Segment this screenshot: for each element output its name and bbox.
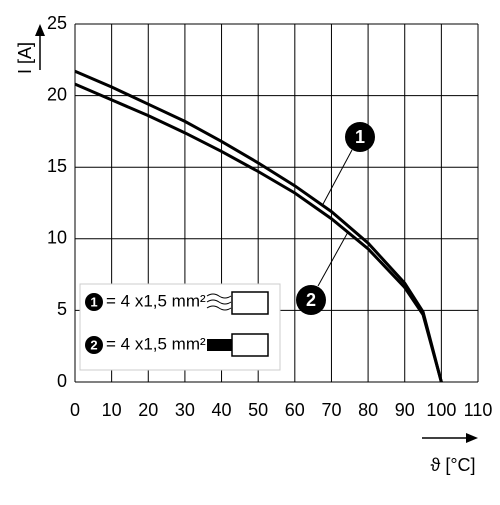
callout-text: 2 [306, 290, 316, 310]
legend-badge [85, 336, 103, 354]
y-tick-label: 10 [47, 228, 67, 248]
legend-badge-text: 1 [90, 294, 97, 309]
x-axis-label: ϑ [°C] [430, 455, 475, 475]
wire-strands [206, 293, 232, 311]
y-tick-label: 20 [47, 84, 67, 104]
x-tick-label: 60 [285, 400, 305, 420]
x-tick-label: 70 [321, 400, 341, 420]
callouts: 1 2 [296, 122, 375, 315]
x-tick-label: 80 [358, 400, 378, 420]
y-tick-label: 0 [57, 371, 67, 391]
legend-badge [85, 293, 103, 311]
y-tick-label: 25 [47, 13, 67, 33]
callout-line [321, 149, 353, 207]
x-tick-label: 0 [70, 400, 80, 420]
x-tick-label: 100 [426, 400, 456, 420]
wire-sleeve [231, 333, 269, 357]
series-line [74, 69, 443, 383]
x-arrow-head [466, 433, 478, 443]
x-tick-label: 90 [395, 400, 415, 420]
callout-badge [296, 285, 326, 315]
callout-line [317, 231, 349, 287]
legend: 1 = 4 x1,5 mm² 2 = 4 x1,5 mm² [79, 283, 281, 371]
x-tick-label: 50 [248, 400, 268, 420]
legend-label: = 4 x1,5 mm² [106, 291, 206, 310]
x-tick-label: 10 [102, 400, 122, 420]
x-tick-label: 20 [138, 400, 158, 420]
series-line [74, 82, 443, 383]
x-tick-label: 30 [175, 400, 195, 420]
legend-label: = 4 x1,5 mm² [106, 334, 206, 353]
wire-sleeve [231, 291, 269, 315]
y-arrow-head [35, 24, 45, 36]
wire-solid [207, 339, 233, 351]
callout-badge [345, 122, 375, 152]
legend-badge-text: 2 [90, 337, 97, 352]
y-axis-label: I [A] [15, 42, 35, 74]
x-tick-label: 40 [212, 400, 232, 420]
x-tick-label: 110 [464, 400, 493, 420]
callout-text: 1 [355, 127, 365, 147]
y-tick-label: 5 [57, 299, 67, 319]
plot-area: 0 10 20 30 40 50 60 70 80 90 100 110 0 5 10 15 20 25 [47, 13, 492, 420]
y-tick-label: 15 [47, 156, 67, 176]
